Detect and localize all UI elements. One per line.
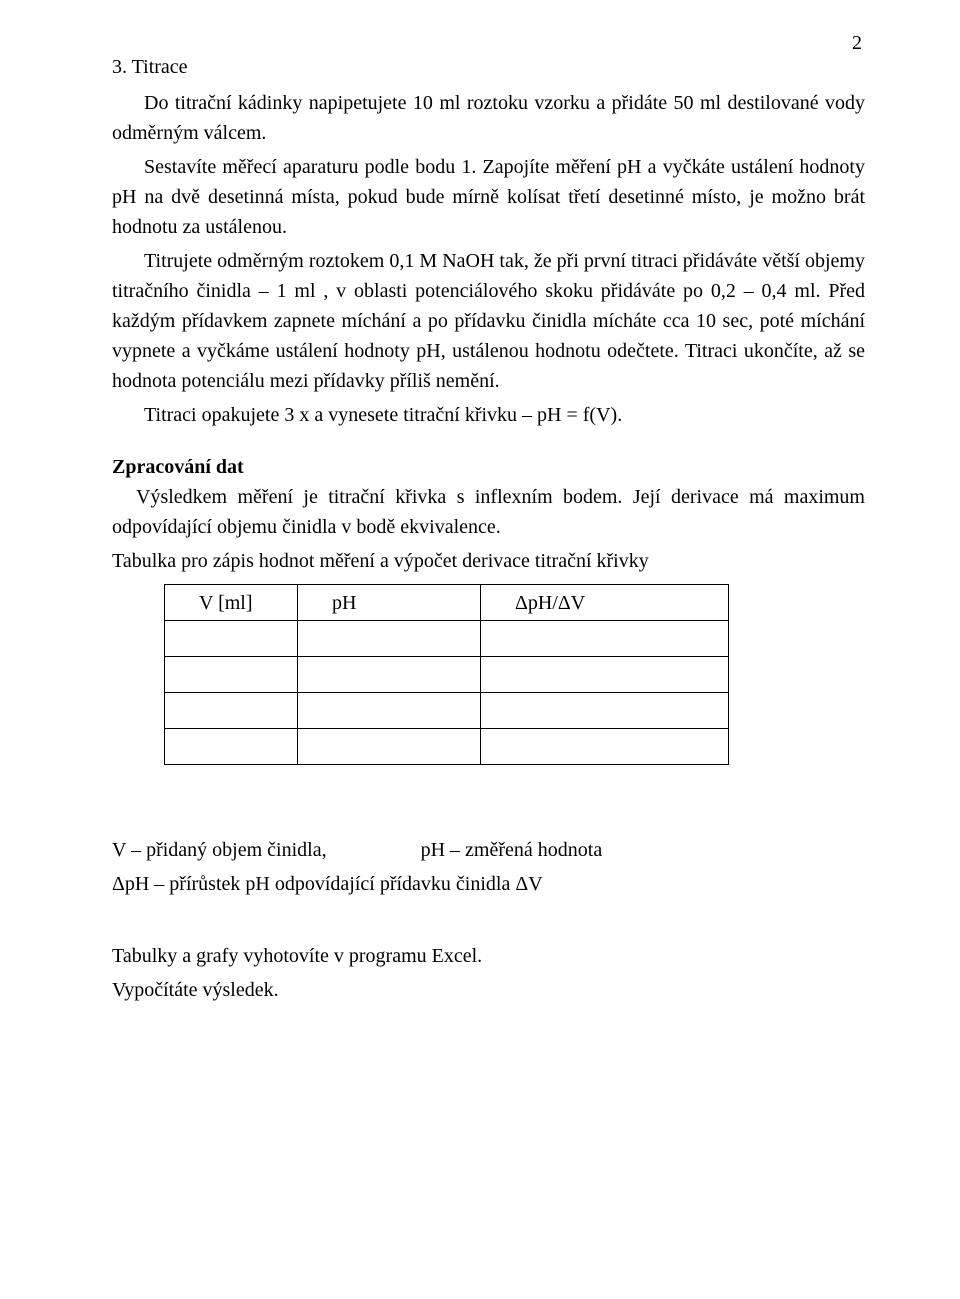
table-cell [298,729,481,765]
legend-line-1: V – přidaný objem činidla, pH – změřená h… [112,835,865,865]
section-heading-3: 3. Titrace [112,52,865,82]
titration-table: V [ml] pH ΔpH/ΔV [164,584,729,765]
paragraph: Titrujete odměrným roztokem 0,1 M NaOH t… [112,246,865,396]
paragraph: Titraci opakujete 3 x a vynesete titračn… [112,400,865,430]
table-row [165,693,729,729]
table-cell [481,657,729,693]
legend-v: V – přidaný objem činidla, [112,839,327,861]
table-cell [298,621,481,657]
legend-line-2: ΔpH – přírůstek pH odpovídající přídavku… [112,869,865,899]
table-caption: Tabulka pro zápis hodnot měření a výpoče… [112,546,865,576]
final-note-2: Vypočítáte výsledek. [112,975,865,1005]
section-heading-zpracovani: Zpracování dat [112,452,865,482]
paragraph: Sestavíte měřecí aparaturu podle bodu 1.… [112,152,865,242]
legend-ph: pH – změřená hodnota [421,839,603,861]
document-page: 2 3. Titrace Do titrační kádinky napipet… [0,0,960,1299]
table-row [165,657,729,693]
table-cell [165,621,298,657]
table-cell [165,693,298,729]
paragraph: Do titrační kádinky napipetujete 10 ml r… [112,88,865,148]
table-row [165,729,729,765]
table-cell [165,729,298,765]
table-cell [165,657,298,693]
page-number: 2 [852,28,862,58]
table-header: ΔpH/ΔV [481,585,729,621]
table-cell [298,693,481,729]
table-row [165,621,729,657]
table-cell [298,657,481,693]
table-cell [481,729,729,765]
table-cell [481,693,729,729]
final-note-1: Tabulky a grafy vyhotovíte v programu Ex… [112,941,865,971]
paragraph: Výsledkem měření je titrační křivka s in… [112,482,865,542]
table-body [165,621,729,765]
table-header-row: V [ml] pH ΔpH/ΔV [165,585,729,621]
table-header: V [ml] [165,585,298,621]
table-cell [481,621,729,657]
table-header: pH [298,585,481,621]
